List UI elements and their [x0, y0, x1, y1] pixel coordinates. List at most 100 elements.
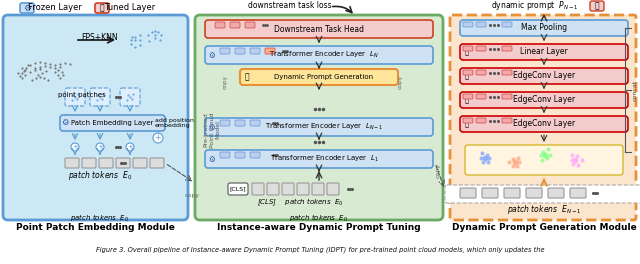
Text: EdgeConv Layer: EdgeConv Layer	[513, 120, 575, 129]
FancyBboxPatch shape	[120, 88, 140, 106]
FancyBboxPatch shape	[504, 188, 520, 198]
Text: EdgeConv Layer: EdgeConv Layer	[513, 96, 575, 105]
Text: Tuned Layer: Tuned Layer	[104, 3, 156, 12]
Text: 🔥: 🔥	[465, 121, 469, 127]
FancyBboxPatch shape	[235, 48, 245, 54]
Text: ⚙: ⚙	[209, 50, 216, 59]
FancyBboxPatch shape	[220, 120, 230, 126]
FancyBboxPatch shape	[60, 115, 165, 131]
FancyBboxPatch shape	[445, 185, 640, 203]
FancyBboxPatch shape	[250, 152, 260, 158]
Text: Instance-aware Dynamic Prompt Tuning: Instance-aware Dynamic Prompt Tuning	[217, 223, 421, 232]
Text: FPS+KNN: FPS+KNN	[82, 32, 118, 41]
FancyBboxPatch shape	[460, 188, 476, 198]
Text: point patches: point patches	[58, 92, 106, 98]
FancyBboxPatch shape	[460, 92, 628, 108]
Text: Max Pooling: Max Pooling	[521, 23, 567, 32]
Text: ⚙: ⚙	[209, 154, 216, 163]
FancyBboxPatch shape	[150, 158, 164, 168]
Text: copy: copy	[223, 75, 227, 89]
FancyBboxPatch shape	[99, 158, 113, 168]
Text: Transformer Encoder Layer  $\boldsymbol{L_N}$: Transformer Encoder Layer $\boldsymbol{L…	[269, 50, 379, 60]
Circle shape	[96, 143, 104, 151]
FancyBboxPatch shape	[476, 94, 486, 99]
FancyBboxPatch shape	[502, 118, 512, 123]
Text: add position
embedding: add position embedding	[155, 117, 194, 128]
FancyBboxPatch shape	[205, 20, 433, 38]
Text: Transformer Encoder Layer  $\boldsymbol{L_1}$: Transformer Encoder Layer $\boldsymbol{L…	[269, 154, 378, 164]
FancyBboxPatch shape	[205, 150, 433, 168]
FancyBboxPatch shape	[502, 70, 512, 75]
FancyBboxPatch shape	[463, 70, 473, 75]
FancyBboxPatch shape	[265, 48, 275, 54]
FancyBboxPatch shape	[20, 3, 34, 13]
Text: ⚙: ⚙	[61, 117, 68, 126]
FancyBboxPatch shape	[65, 88, 85, 106]
FancyBboxPatch shape	[327, 183, 339, 195]
Text: ⚙: ⚙	[23, 3, 31, 12]
Circle shape	[153, 133, 163, 143]
Text: [CLS]: [CLS]	[230, 186, 246, 191]
Text: copy: copy	[184, 194, 200, 199]
Circle shape	[126, 143, 134, 151]
FancyBboxPatch shape	[220, 48, 230, 54]
FancyBboxPatch shape	[3, 15, 188, 220]
FancyBboxPatch shape	[250, 48, 260, 54]
FancyBboxPatch shape	[215, 22, 225, 28]
Text: Point Patch Embedding Module: Point Patch Embedding Module	[15, 223, 175, 232]
FancyBboxPatch shape	[502, 46, 512, 51]
FancyBboxPatch shape	[590, 1, 604, 11]
FancyBboxPatch shape	[267, 183, 279, 195]
Text: +: +	[97, 144, 103, 150]
FancyBboxPatch shape	[235, 120, 245, 126]
FancyBboxPatch shape	[250, 120, 260, 126]
Text: patch tokens  $E_0$: patch tokens $E_0$	[70, 213, 129, 224]
Text: Pre-trained
Point Cloud
Model: Pre-trained Point Cloud Model	[204, 112, 220, 148]
FancyBboxPatch shape	[502, 94, 512, 99]
Text: 🔥: 🔥	[465, 73, 469, 79]
FancyBboxPatch shape	[282, 183, 294, 195]
FancyBboxPatch shape	[460, 44, 628, 60]
Text: 🔥: 🔥	[465, 49, 469, 55]
FancyBboxPatch shape	[205, 118, 433, 136]
FancyBboxPatch shape	[230, 22, 240, 28]
Text: EdgeConv Layer: EdgeConv Layer	[513, 72, 575, 81]
FancyBboxPatch shape	[133, 158, 147, 168]
Text: Dynamic Prompt Generation: Dynamic Prompt Generation	[275, 74, 374, 80]
FancyBboxPatch shape	[463, 46, 473, 51]
Text: concat: concat	[632, 79, 637, 101]
FancyBboxPatch shape	[463, 94, 473, 99]
Text: Frozen Layer: Frozen Layer	[28, 3, 82, 12]
FancyBboxPatch shape	[220, 152, 230, 158]
Text: +: +	[155, 134, 161, 143]
Text: [CLS]    patch tokens  $E_0$: [CLS] patch tokens $E_0$	[257, 196, 344, 208]
FancyBboxPatch shape	[297, 183, 309, 195]
FancyBboxPatch shape	[205, 46, 433, 64]
Text: Transformer Encoder Layer  $\boldsymbol{L_{N-1}}$: Transformer Encoder Layer $\boldsymbol{L…	[265, 122, 383, 132]
Text: Downstream Task Head: Downstream Task Head	[274, 25, 364, 34]
Text: patch tokens  $E_0$: patch tokens $E_0$	[289, 213, 349, 224]
Text: Patch Embedding Layer: Patch Embedding Layer	[71, 120, 153, 126]
FancyBboxPatch shape	[460, 20, 628, 36]
Text: dynamic prompt  $P_{N-1}$: dynamic prompt $P_{N-1}$	[491, 0, 579, 12]
FancyBboxPatch shape	[526, 188, 542, 198]
FancyBboxPatch shape	[548, 188, 564, 198]
Text: copy: copy	[435, 162, 440, 178]
Text: 🔥: 🔥	[100, 3, 104, 12]
FancyBboxPatch shape	[228, 183, 248, 195]
FancyBboxPatch shape	[95, 3, 109, 13]
Text: 🔥: 🔥	[244, 73, 250, 82]
FancyBboxPatch shape	[463, 118, 473, 123]
Text: patch tokens  $E_0$: patch tokens $E_0$	[68, 168, 132, 182]
Text: Figure 3. Overall pipeline of Instance-aware Dynamic Prompt Tuning (IDPT) for pr: Figure 3. Overall pipeline of Instance-a…	[96, 247, 544, 253]
FancyBboxPatch shape	[82, 158, 96, 168]
FancyBboxPatch shape	[476, 70, 486, 75]
FancyBboxPatch shape	[450, 15, 636, 220]
FancyBboxPatch shape	[245, 22, 255, 28]
FancyBboxPatch shape	[240, 69, 398, 85]
FancyBboxPatch shape	[482, 188, 498, 198]
FancyBboxPatch shape	[90, 88, 110, 106]
Text: downstream task loss: downstream task loss	[248, 2, 332, 11]
FancyBboxPatch shape	[476, 22, 486, 27]
Text: 🔥: 🔥	[595, 2, 599, 11]
